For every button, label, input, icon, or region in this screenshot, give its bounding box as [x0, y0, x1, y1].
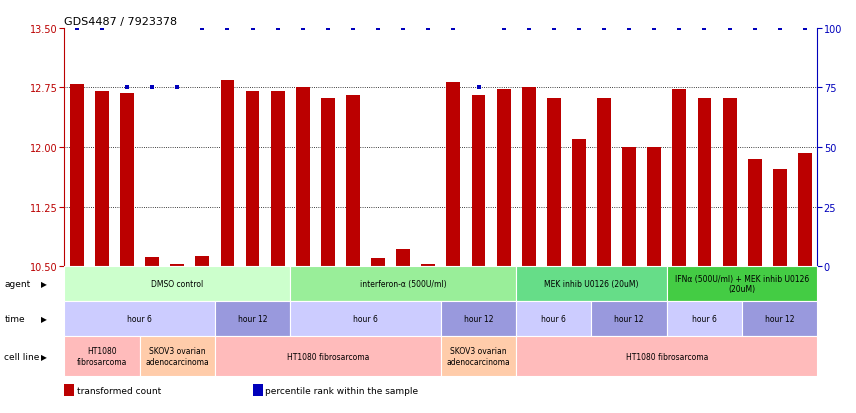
Bar	[798, 153, 811, 266]
Text: hour 6: hour 6	[541, 315, 567, 323]
Bar	[698, 99, 711, 266]
Text: hour 6: hour 6	[127, 315, 152, 323]
Text: HT1080
fibrosarcoma: HT1080 fibrosarcoma	[77, 347, 127, 366]
Bar	[346, 95, 360, 266]
Text: HT1080 fibrosarcoma: HT1080 fibrosarcoma	[626, 352, 708, 361]
Text: cell line: cell line	[4, 352, 39, 361]
Text: agent: agent	[4, 280, 31, 288]
Bar	[120, 94, 134, 266]
Text: hour 12: hour 12	[464, 315, 493, 323]
Bar	[597, 99, 611, 266]
Text: ▶: ▶	[41, 280, 47, 288]
Text: transformed count: transformed count	[77, 386, 161, 395]
Bar	[673, 90, 687, 266]
Bar	[270, 92, 284, 266]
Text: GDS4487 / 7923378: GDS4487 / 7923378	[64, 17, 177, 26]
Bar	[396, 249, 410, 266]
Bar	[221, 81, 235, 266]
Bar	[447, 83, 461, 266]
Text: SKOV3 ovarian
adenocarcinoma: SKOV3 ovarian adenocarcinoma	[447, 347, 510, 366]
Bar	[296, 88, 310, 266]
Bar	[722, 99, 736, 266]
Bar	[95, 92, 109, 266]
Bar	[170, 265, 184, 266]
Text: hour 12: hour 12	[615, 315, 644, 323]
Bar	[195, 256, 209, 266]
Text: hour 6: hour 6	[692, 315, 717, 323]
Text: ▶: ▶	[41, 352, 47, 361]
Text: time: time	[4, 315, 25, 323]
Bar	[321, 99, 335, 266]
Bar	[572, 140, 586, 266]
Bar	[547, 99, 561, 266]
Bar	[496, 90, 510, 266]
Text: DMSO control: DMSO control	[151, 280, 204, 288]
Text: ▶: ▶	[41, 315, 47, 323]
Bar	[372, 259, 385, 266]
Bar	[622, 148, 636, 266]
Text: percentile rank within the sample: percentile rank within the sample	[265, 386, 419, 395]
Text: hour 6: hour 6	[353, 315, 378, 323]
Bar	[647, 148, 661, 266]
Bar	[70, 84, 84, 266]
Text: SKOV3 ovarian
adenocarcinoma: SKOV3 ovarian adenocarcinoma	[146, 347, 209, 366]
Bar	[421, 265, 435, 266]
Bar	[146, 257, 159, 266]
Bar	[522, 88, 536, 266]
Text: interferon-α (500U/ml): interferon-α (500U/ml)	[360, 280, 447, 288]
Bar	[472, 96, 485, 266]
Bar	[246, 92, 259, 266]
Text: hour 12: hour 12	[765, 315, 794, 323]
Bar	[748, 159, 762, 266]
Text: IFNα (500U/ml) + MEK inhib U0126
(20uM): IFNα (500U/ml) + MEK inhib U0126 (20uM)	[675, 274, 809, 294]
Text: MEK inhib U0126 (20uM): MEK inhib U0126 (20uM)	[544, 280, 639, 288]
Text: HT1080 fibrosarcoma: HT1080 fibrosarcoma	[287, 352, 369, 361]
Bar	[773, 170, 787, 266]
Text: hour 12: hour 12	[238, 315, 267, 323]
